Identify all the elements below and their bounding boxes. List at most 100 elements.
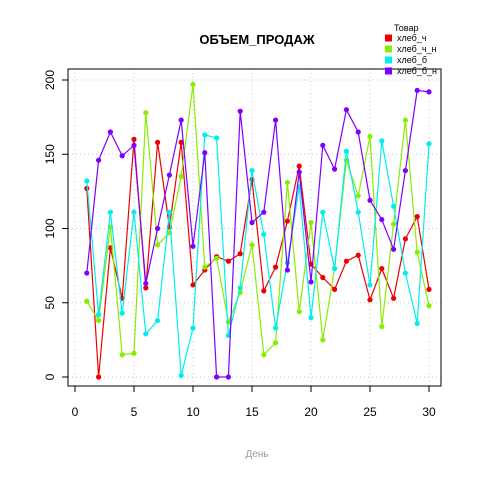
data-point-хлеб_ч xyxy=(178,139,184,145)
data-point-хлеб_б xyxy=(402,270,408,276)
data-point-хлеб_б_н xyxy=(143,280,149,287)
legend-label: хлеб_б_н xyxy=(397,66,437,76)
x-tick-label: 25 xyxy=(363,405,377,419)
data-point-хлеб_б xyxy=(96,312,102,318)
data-point-хлеб_б xyxy=(414,320,420,327)
data-point-хлеб_б_н xyxy=(367,197,373,203)
data-point-хлеб_ч_н xyxy=(119,352,125,358)
data-point-хлеб_б_н xyxy=(190,243,196,249)
data-point-хлеб_б xyxy=(273,325,279,331)
data-point-хлеб_ч_н xyxy=(202,264,208,270)
data-point-хлеб_ч_н xyxy=(261,352,267,358)
data-point-хлеб_б_н xyxy=(214,374,220,380)
data-point-хлеб_б_н xyxy=(96,157,102,163)
data-point-хлеб_ч_н xyxy=(155,242,161,248)
data-point-хлеб_б xyxy=(143,331,149,337)
legend-swatch xyxy=(385,67,392,75)
legend-label: хлеб_б xyxy=(397,55,427,65)
data-point-хлеб_б xyxy=(202,132,208,138)
x-tick-label: 15 xyxy=(245,405,259,419)
plot-frame xyxy=(67,68,442,387)
data-point-хлеб_б_н xyxy=(107,129,113,135)
data-point-хлеб_б xyxy=(426,141,432,147)
data-point-хлеб_ч xyxy=(261,288,267,294)
series-line-хлеб_б_н xyxy=(86,89,430,378)
data-point-хлеб_ч_н xyxy=(214,255,220,261)
data-point-хлеб_ч xyxy=(190,282,196,288)
grid xyxy=(68,69,441,386)
data-point-хлеб_ч_н xyxy=(391,221,397,227)
x-tick-label: 5 xyxy=(131,405,138,419)
data-point-хлеб_б_н xyxy=(355,129,361,135)
y-tick-label: 0 xyxy=(43,373,57,380)
x-axis-label: День xyxy=(245,449,268,460)
chart-title: ОБЪЕМ_ПРОДАЖ xyxy=(199,32,314,47)
data-point-хлеб_б xyxy=(214,135,220,141)
data-point-хлеб_ч_н xyxy=(284,179,290,186)
data-point-хлеб_ч_н xyxy=(143,110,149,116)
data-point-хлеб_ч xyxy=(273,264,279,270)
data-point-хлеб_б_н xyxy=(119,153,125,159)
data-point-хлеб_б_н xyxy=(178,117,184,123)
data-point-хлеб_ч xyxy=(96,374,102,380)
data-point-хлеб_б_н xyxy=(343,107,349,113)
data-point-хлеб_ч_н xyxy=(131,350,137,356)
data-point-хлеб_б_н xyxy=(332,166,338,172)
data-point-хлеб_ч xyxy=(296,163,302,169)
data-point-хлеб_ч xyxy=(402,236,408,242)
data-point-хлеб_б_н xyxy=(391,246,397,252)
y-tick-label: 100 xyxy=(43,218,57,238)
data-point-хлеб_ч xyxy=(237,251,243,257)
data-point-хлеб_ч_н xyxy=(190,81,196,88)
data-point-хлеб_б_н xyxy=(166,172,172,178)
data-point-хлеб_б xyxy=(308,315,314,321)
x-tick-label: 30 xyxy=(422,405,436,419)
data-point-хлеб_б_н xyxy=(308,279,314,285)
data-point-хлеб_ч xyxy=(343,258,349,264)
data-point-хлеб_б xyxy=(367,282,373,288)
data-point-хлеб_ч_н xyxy=(296,309,302,315)
y-tick-label: 200 xyxy=(43,70,57,90)
data-point-хлеб_б xyxy=(261,231,267,238)
series-layer xyxy=(84,81,432,380)
data-point-хлеб_б xyxy=(391,203,397,209)
legend-label: хлеб_ч_н xyxy=(397,44,437,54)
data-point-хлеб_б_н xyxy=(273,117,279,123)
data-point-хлеб_ч_н xyxy=(320,337,326,343)
data-point-хлеб_ч_н xyxy=(379,323,385,330)
data-point-хлеб_б_н xyxy=(284,267,290,273)
legend-label: хлеб_ч xyxy=(397,33,427,43)
y-tick-label: 150 xyxy=(43,144,57,164)
data-point-хлеб_б_н xyxy=(320,142,326,148)
data-point-хлеб_б xyxy=(237,285,243,291)
data-point-хлеб_ч_н xyxy=(402,117,408,123)
data-point-хлеб_б xyxy=(107,209,113,215)
data-point-хлеб_ч xyxy=(355,252,361,258)
data-point-хлеб_б_н xyxy=(426,89,432,95)
data-point-хлеб_б xyxy=(249,167,255,174)
data-point-хлеб_б xyxy=(155,317,161,324)
data-point-хлеб_б_н xyxy=(225,374,231,380)
data-point-хлеб_б_н xyxy=(296,169,302,175)
data-point-хлеб_ч_н xyxy=(308,219,314,226)
legend-swatch xyxy=(385,45,392,53)
data-point-хлеб_б_н xyxy=(414,87,420,93)
data-point-хлеб_б xyxy=(84,178,90,184)
data-point-хлеб_ч xyxy=(332,286,338,292)
data-point-хлеб_ч_н xyxy=(84,298,90,304)
data-point-хлеб_б_н xyxy=(84,270,90,276)
data-point-хлеб_б xyxy=(320,209,326,215)
data-point-хлеб_б_н xyxy=(131,142,137,148)
data-point-хлеб_ч_н xyxy=(273,340,279,346)
data-point-хлеб_ч xyxy=(143,285,149,291)
data-point-хлеб_б xyxy=(166,209,172,215)
data-point-хлеб_б_н xyxy=(249,219,255,226)
data-point-хлеб_ч xyxy=(320,274,326,281)
x-tick-label: 20 xyxy=(304,405,318,419)
data-point-хлеб_б xyxy=(355,209,361,215)
data-point-хлеб_ч xyxy=(379,265,385,272)
data-point-хлеб_ч xyxy=(391,295,397,301)
